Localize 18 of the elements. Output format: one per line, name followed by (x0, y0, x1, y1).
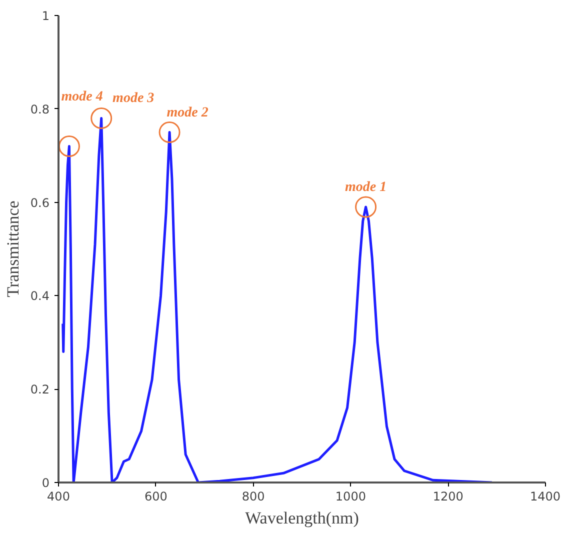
y-tick-label: 0.8 (30, 102, 50, 116)
x-axis-title: Wavelength(nm) (245, 508, 359, 528)
annotation: mode 1 (344, 180, 387, 195)
x-tick-label: 1000 (335, 490, 366, 504)
y-tick-label: 0 (42, 476, 50, 490)
x-tick-label: 600 (144, 490, 168, 504)
y-tick-label: 0.4 (30, 289, 50, 304)
x-tick-label: 800 (242, 490, 265, 504)
x-tick-label: 400 (47, 490, 70, 504)
y-axis-title: Transmittance (3, 200, 22, 298)
y-tick-label: 0.6 (30, 196, 50, 210)
annotation: mode 2 (166, 105, 208, 120)
annotation: mode 4 (61, 89, 103, 104)
annotation: mode 3 (112, 91, 154, 106)
x-tick-label: 1400 (530, 490, 561, 504)
x-tick-label: 1200 (432, 490, 464, 504)
y-tick-label: 1 (42, 9, 50, 23)
y-tick-label: 0.2 (30, 382, 50, 397)
